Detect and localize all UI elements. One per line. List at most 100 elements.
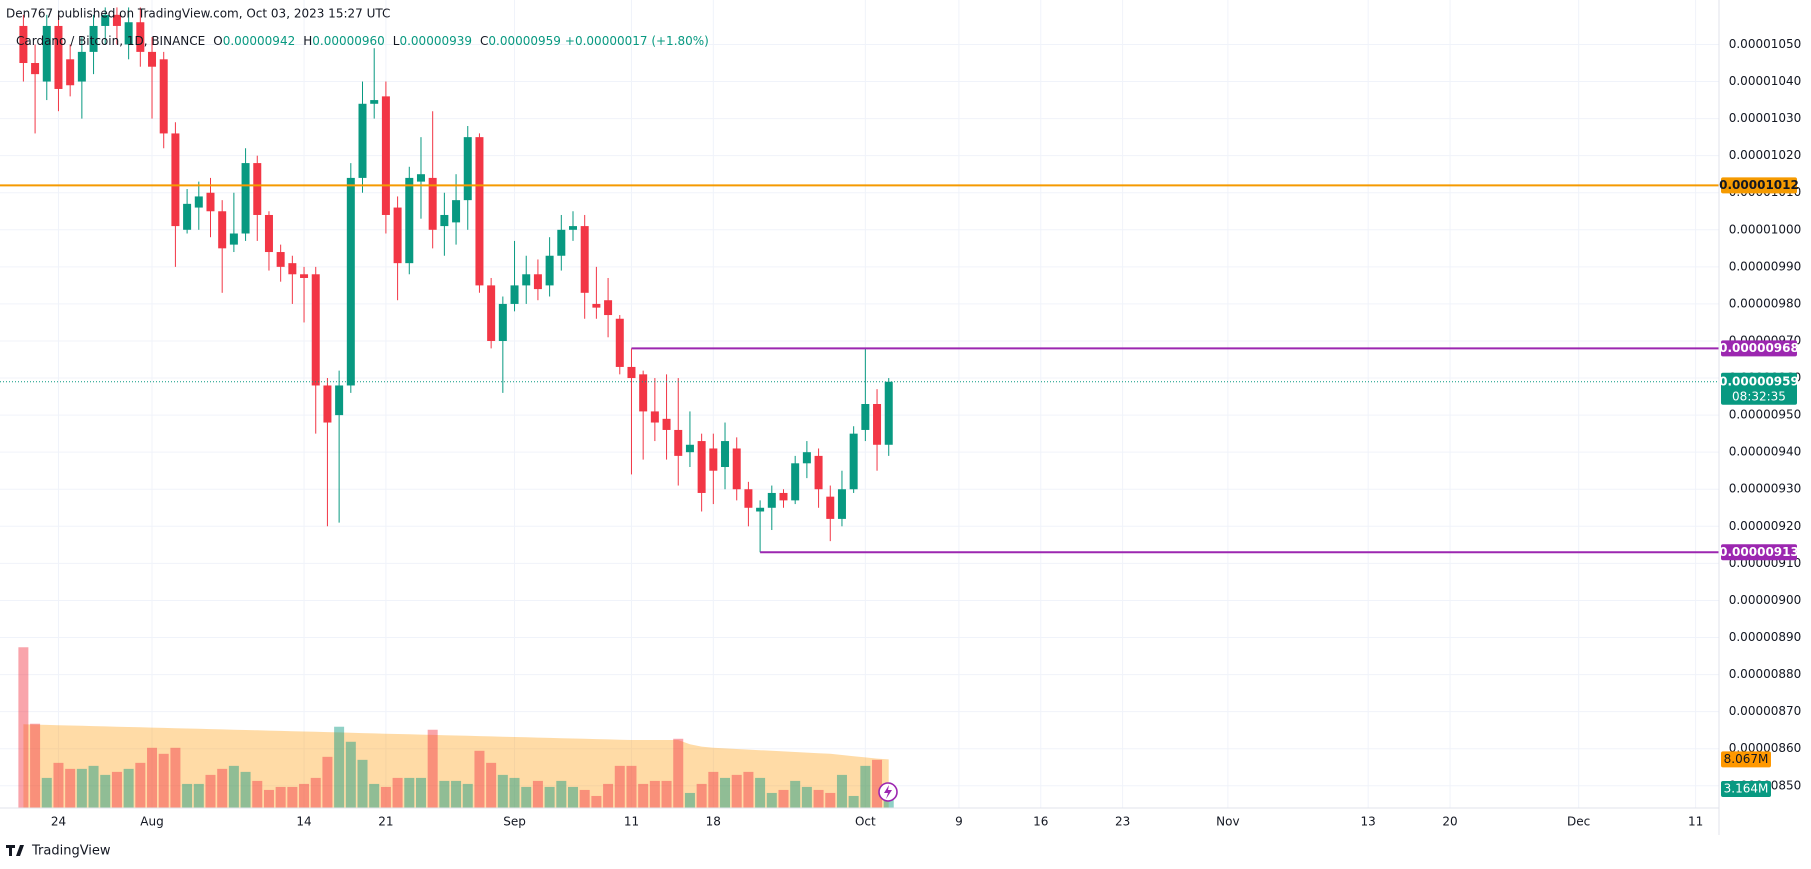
volume-bar <box>778 789 789 808</box>
candle-body <box>615 318 624 367</box>
x-tick-label: 20 <box>1442 815 1457 829</box>
candle-body <box>393 207 402 264</box>
y-tick-label: 0.00000950 <box>1729 408 1802 422</box>
volume-bar <box>240 771 251 808</box>
candle-body <box>732 448 741 490</box>
candle-body <box>779 492 788 501</box>
volume-bar <box>860 765 871 808</box>
volume-bar <box>299 783 310 808</box>
volume-bar <box>310 777 321 808</box>
volume-bar <box>334 726 345 808</box>
candle-body <box>89 25 98 52</box>
x-tick-label: Sep <box>503 815 526 829</box>
volume-bar <box>720 777 731 808</box>
volume-bar <box>263 789 274 808</box>
legend-value: 0.00000942 <box>223 34 296 48</box>
volume-bar <box>392 777 403 808</box>
candle-body <box>323 385 332 423</box>
volume-bar <box>661 780 672 808</box>
candle-body <box>31 63 40 75</box>
candle-body <box>159 59 168 134</box>
candle-body <box>814 455 823 490</box>
candle-body <box>428 177 437 230</box>
volume-bar <box>451 780 462 808</box>
volume-bar <box>65 768 76 808</box>
candle-body <box>77 51 86 82</box>
candle-body <box>276 252 285 267</box>
candle-body <box>744 489 753 508</box>
volume-bar <box>532 780 543 808</box>
header: Den767 published on TradingView.com, Oct… <box>6 7 390 21</box>
price-line-label: 0.00001012 <box>1719 178 1799 192</box>
alert-icon[interactable] <box>878 782 898 802</box>
candles <box>19 7 893 553</box>
candle-body <box>171 133 180 227</box>
volume-label: 3.164M <box>1724 781 1769 795</box>
volume-bar <box>486 762 497 808</box>
candle-body <box>66 59 75 86</box>
candle-body <box>685 444 694 453</box>
candle-body <box>592 303 601 308</box>
volume-bar <box>591 795 602 808</box>
candle-body <box>802 452 811 464</box>
x-tick-label: Nov <box>1216 815 1239 829</box>
x-tick-label: 23 <box>1115 815 1130 829</box>
volume-bar <box>41 777 52 808</box>
y-tick-label: 0.00000980 <box>1729 296 1802 310</box>
legend-key: H <box>303 34 312 48</box>
axis-labels: 0.00001012 0.00000968 0.00000913 0.00000959… <box>1719 177 1799 797</box>
volume-pane <box>18 647 894 808</box>
candle-body <box>463 137 472 201</box>
candle-body <box>288 263 297 275</box>
y-tick-label: 0.00000890 <box>1729 630 1802 644</box>
x-tick-label: Aug <box>140 815 163 829</box>
volume-bar <box>474 750 485 808</box>
candle-body <box>440 214 449 227</box>
volume-bar <box>649 780 660 808</box>
candle-body <box>767 492 776 508</box>
candle-body <box>136 22 145 52</box>
candle-body <box>709 448 718 471</box>
volume-bar <box>684 792 695 808</box>
candle-body <box>475 137 484 286</box>
candle-body <box>721 441 730 468</box>
volume-bar <box>100 774 111 808</box>
volume-bar <box>415 777 426 808</box>
candle-body <box>241 163 250 234</box>
candle-body <box>791 463 800 501</box>
candle-body <box>849 433 858 490</box>
volume-bar <box>217 768 228 808</box>
x-tick-label: 18 <box>706 815 721 829</box>
volume-bar <box>427 729 438 808</box>
candle-body <box>148 51 157 67</box>
legend-key: O <box>213 34 222 48</box>
legend-value: 0.00000939 <box>399 34 472 48</box>
candle-body <box>533 274 542 290</box>
candle-body <box>405 177 414 264</box>
legend-symbol: Cardano / Bitcoin, 1D, BINANCE <box>16 34 205 48</box>
volume-bar <box>170 747 181 808</box>
candle-body <box>253 163 262 215</box>
last-price-box <box>1721 372 1797 405</box>
y-tick-label: 0.00001040 <box>1729 74 1802 88</box>
volume-bar <box>287 786 298 808</box>
volume-bar <box>158 753 169 808</box>
x-tick-label: 9 <box>955 815 963 829</box>
candle-body <box>101 14 110 26</box>
candle-body <box>335 385 344 416</box>
candle-body <box>124 22 133 45</box>
y-tick-label: 0.00000900 <box>1729 593 1802 607</box>
candle-body <box>346 177 355 386</box>
candle-body <box>627 366 636 379</box>
candle-body <box>662 418 671 430</box>
candle-body <box>639 374 648 412</box>
y-tick-label: 0.00001030 <box>1729 111 1802 125</box>
candle-body <box>358 103 367 178</box>
candle-body <box>522 274 531 286</box>
candle-body <box>264 214 273 253</box>
volume-label: 8.067M <box>1724 752 1769 766</box>
volume-bar <box>345 741 356 808</box>
candle-body <box>580 226 589 293</box>
volume-bar <box>111 771 122 808</box>
